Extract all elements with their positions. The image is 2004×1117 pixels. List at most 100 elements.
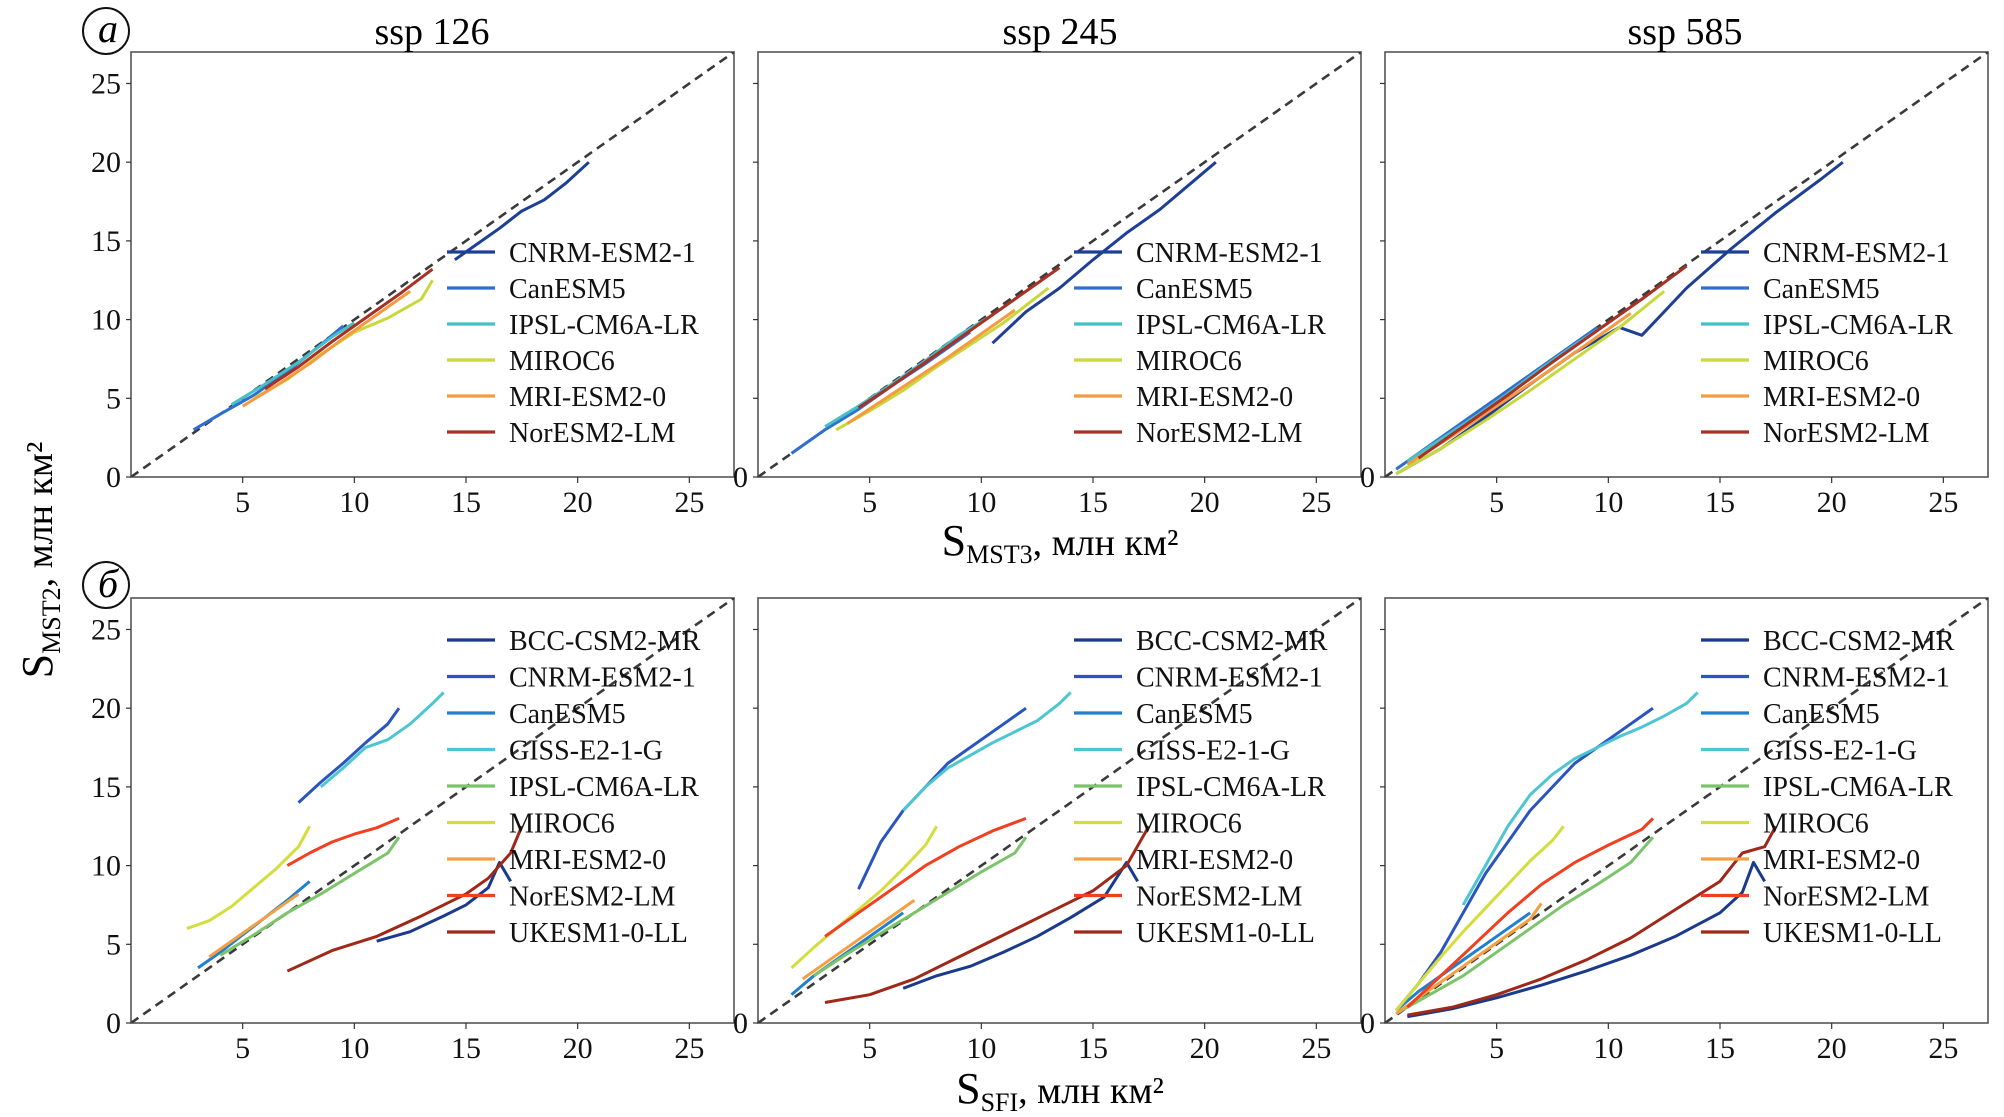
series-line-IPSL-CM6A-LR	[813, 836, 1028, 978]
series-line-IPSL-CM6A-LR	[1395, 836, 1655, 1015]
y-axis-label: SMST2, млн км²	[13, 442, 66, 679]
x-tick-label: 25	[1928, 1032, 1958, 1065]
legend-label: IPSL-CM6A-LR	[1763, 772, 1953, 803]
legend-label: GISS-E2-1-G	[1763, 736, 1917, 767]
legend-label: MIROC6	[509, 346, 615, 377]
x-tick-label: 5	[235, 1032, 250, 1065]
legend-label: BCC-CSM2-MR	[1763, 626, 1955, 657]
legend-label: UKESM1-0-LL	[1763, 918, 1942, 949]
series-line-CNRM-ESM2-1	[857, 706, 1027, 890]
chart-panel-2: 5 10 15 20 25 0 CNRM-ESM2-1 CanESM5 IPSL-CM6A-LR…	[733, 51, 1362, 519]
legend-label: MRI-ESM2-0	[509, 382, 666, 413]
y-tick-label: 25	[91, 613, 121, 646]
legend-label: NorESM2-LM	[509, 882, 676, 913]
legend-label: IPSL-CM6A-LR	[1763, 310, 1953, 341]
y-tick-label: 10	[91, 850, 121, 883]
y-tick-label: 0	[733, 1007, 748, 1040]
legend-label: CanESM5	[1763, 699, 1880, 730]
legend-label: CNRM-ESM2-1	[1763, 238, 1950, 269]
x-tick-label: 5	[1489, 1032, 1504, 1065]
legend-label: NorESM2-LM	[1136, 882, 1303, 913]
series-line-CNRM-ESM2-1	[991, 161, 1217, 345]
chart-panel-1: 5 10 15 20 25 0 5 10 15 20 25 CNRM-ESM2-1 CanESM5 IPS…	[91, 51, 735, 519]
series-line-GISS-E2-1-G	[1461, 691, 1699, 906]
y-tick-label: 0	[1360, 1007, 1375, 1040]
series-line-UKESM1-0-LL	[286, 825, 524, 973]
legend-label: MIROC6	[1763, 346, 1869, 377]
x-tick-label: 15	[1705, 486, 1735, 519]
legend-label: MIROC6	[1763, 809, 1869, 840]
y-tick-label: 10	[91, 304, 121, 337]
series-line-NorESM2-LM	[1406, 817, 1655, 1009]
chart-panel-4: 5 10 15 20 25 0 5 10 15 20 25 BCC-CSM2-MR CNRM-ESM2-…	[91, 597, 735, 1065]
series-line-NorESM2-LM	[1417, 264, 1688, 460]
legend-label: UKESM1-0-LL	[1136, 918, 1315, 949]
x-axis-label-top: SMST3, млн км²	[942, 516, 1179, 569]
panel-letter-a: a	[98, 6, 118, 51]
x-tick-label: 5	[862, 486, 877, 519]
x-tick-label: 15	[1078, 486, 1108, 519]
x-tick-label: 10	[339, 1032, 369, 1065]
series-line-NorESM2-LM	[264, 268, 434, 391]
x-tick-label: 25	[1928, 486, 1958, 519]
x-tick-label: 10	[339, 486, 369, 519]
series-line-BCC-CSM2-MR	[1407, 860, 1766, 1019]
series-line-NorESM2-LM	[824, 816, 1027, 938]
x-tick-label: 5	[862, 1032, 877, 1065]
x-tick-label: 5	[1489, 486, 1504, 519]
y-tick-label: 25	[91, 67, 121, 100]
x-tick-label: 20	[1190, 1032, 1220, 1065]
column-title-1: ssp 126	[374, 11, 489, 53]
legend-label: BCC-CSM2-MR	[1136, 626, 1328, 657]
y-tick-label: 15	[91, 771, 121, 804]
x-tick-label: 10	[966, 486, 996, 519]
legend-label: CanESM5	[509, 274, 626, 305]
series-line-GISS-E2-1-G	[319, 691, 445, 789]
series-line-MRI-ESM2-0	[208, 892, 300, 959]
column-title-3: ssp 585	[1627, 11, 1742, 53]
column-title-2: ssp 245	[1002, 11, 1117, 53]
legend-label: CNRM-ESM2-1	[509, 663, 696, 694]
series-line-MRI-ESM2-0	[801, 898, 916, 981]
legend-label: MRI-ESM2-0	[1763, 382, 1920, 413]
series-line-UKESM1-0-LL	[824, 825, 1151, 1005]
x-tick-label: 10	[1593, 486, 1623, 519]
series-line-MIROC6	[835, 286, 1050, 432]
series-line-IPSL-CM6A-LR	[219, 836, 401, 957]
series-line-CNRM-ESM2-1	[297, 707, 401, 804]
series-line-MIROC6	[1395, 825, 1565, 1012]
chart-panel-3: 5 10 15 20 25 0 CNRM-ESM2-1 CanESM5 IPSL-CM6A-LR…	[1360, 51, 1989, 519]
x-tick-label: 25	[1301, 1032, 1331, 1065]
y-tick-label: 15	[91, 225, 121, 258]
x-tick-label: 10	[966, 1032, 996, 1065]
x-tick-label: 20	[563, 1032, 593, 1065]
legend-label: CNRM-ESM2-1	[1136, 663, 1323, 694]
legend-label: IPSL-CM6A-LR	[509, 772, 699, 803]
legend-label: BCC-CSM2-MR	[509, 626, 701, 657]
x-tick-label: 10	[1593, 1032, 1623, 1065]
legend-label: MRI-ESM2-0	[509, 845, 666, 876]
chart-panel-5: 5 10 15 20 25 0 BCC-CSM2-MR CNRM-ESM2-1 CanESM5 G…	[733, 597, 1362, 1065]
series-line-MRI-ESM2-0	[241, 290, 412, 408]
legend-label: GISS-E2-1-G	[1136, 736, 1290, 767]
panel-letter-a-circle	[82, 7, 130, 55]
legend-label: NorESM2-LM	[1136, 418, 1303, 449]
y-tick-label: 20	[91, 692, 121, 725]
series-line-BCC-CSM2-MR	[376, 860, 512, 943]
chart-panel-6: 5 10 15 20 25 0 BCC-CSM2-MR CNRM-ESM2-1 CanESM5 G…	[1360, 597, 1989, 1065]
x-tick-label: 15	[451, 1032, 481, 1065]
panel-letter-b: б	[98, 561, 120, 606]
x-tick-label: 25	[1301, 486, 1331, 519]
series-line-CNRM-ESM2-1	[453, 161, 590, 262]
legend-label: CanESM5	[1763, 274, 1880, 305]
legend-label: CNRM-ESM2-1	[1136, 238, 1323, 269]
x-tick-label: 20	[1817, 1032, 1847, 1065]
legend-label: CNRM-ESM2-1	[509, 238, 696, 269]
legend-label: IPSL-CM6A-LR	[1136, 772, 1326, 803]
x-tick-label: 25	[674, 1032, 704, 1065]
x-tick-label: 15	[1078, 1032, 1108, 1065]
x-tick-label: 20	[1190, 486, 1220, 519]
series-line-MRI-ESM2-0	[846, 308, 1016, 425]
y-tick-label: 20	[91, 146, 121, 179]
